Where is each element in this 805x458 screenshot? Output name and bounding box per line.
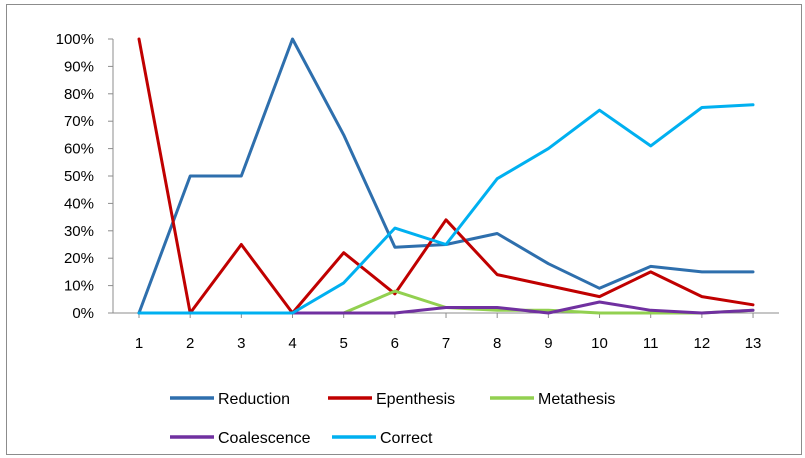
x-tick-label: 6 [391, 335, 399, 352]
y-tick-label: 10% [64, 278, 94, 295]
series-lines [137, 37, 755, 315]
x-tick-label: 5 [340, 335, 348, 352]
series-line-epenthesis [137, 37, 755, 315]
x-tick-label: 3 [237, 335, 245, 352]
x-tick-label: 9 [544, 335, 552, 352]
legend-item-coalescence: Coalescence [170, 430, 311, 447]
series-line-coalescence [137, 300, 755, 315]
legend: Reduction Epenthesis Metathesis Coalescence… [170, 391, 615, 447]
legend-item-correct: Correct [332, 430, 433, 447]
series-line-reduction [137, 37, 755, 315]
y-tick-label: 0% [72, 305, 94, 322]
series-line-correct [137, 103, 755, 315]
x-tick-label: 4 [288, 335, 296, 352]
y-tick-label: 80% [64, 86, 94, 103]
legend-label: Coalescence [218, 430, 311, 447]
legend-item-reduction: Reduction [170, 391, 290, 408]
x-tick-label: 8 [493, 335, 501, 352]
y-tick-label: 20% [64, 250, 94, 267]
x-tick-label: 1 [135, 335, 143, 352]
legend-label: Correct [380, 430, 433, 447]
legend-label: Epenthesis [376, 391, 455, 408]
x-tick-label: 2 [186, 335, 194, 352]
x-tick-label: 11 [643, 335, 659, 352]
y-tick-label: 30% [64, 223, 94, 240]
x-tick-label: 12 [694, 335, 711, 352]
y-tick-label: 70% [64, 113, 94, 130]
y-tick-label: 60% [64, 141, 94, 158]
legend-item-epenthesis: Epenthesis [328, 391, 455, 408]
y-tick-label: 90% [64, 58, 94, 75]
y-tick-label: 100% [56, 31, 94, 48]
legend-item-metathesis: Metathesis [490, 391, 615, 408]
legend-label: Reduction [218, 391, 290, 408]
x-tick-label: 7 [442, 335, 450, 352]
legend-label: Metathesis [538, 391, 615, 408]
x-tick-label: 10 [591, 335, 608, 352]
x-tick-label: 13 [745, 335, 762, 352]
y-tick-label: 50% [64, 168, 94, 185]
y-tick-label: 40% [64, 195, 94, 212]
axes: 0%10%20%30%40%50%60%70%80%90%100%1 2 3 4 5 6 7… [56, 31, 779, 352]
